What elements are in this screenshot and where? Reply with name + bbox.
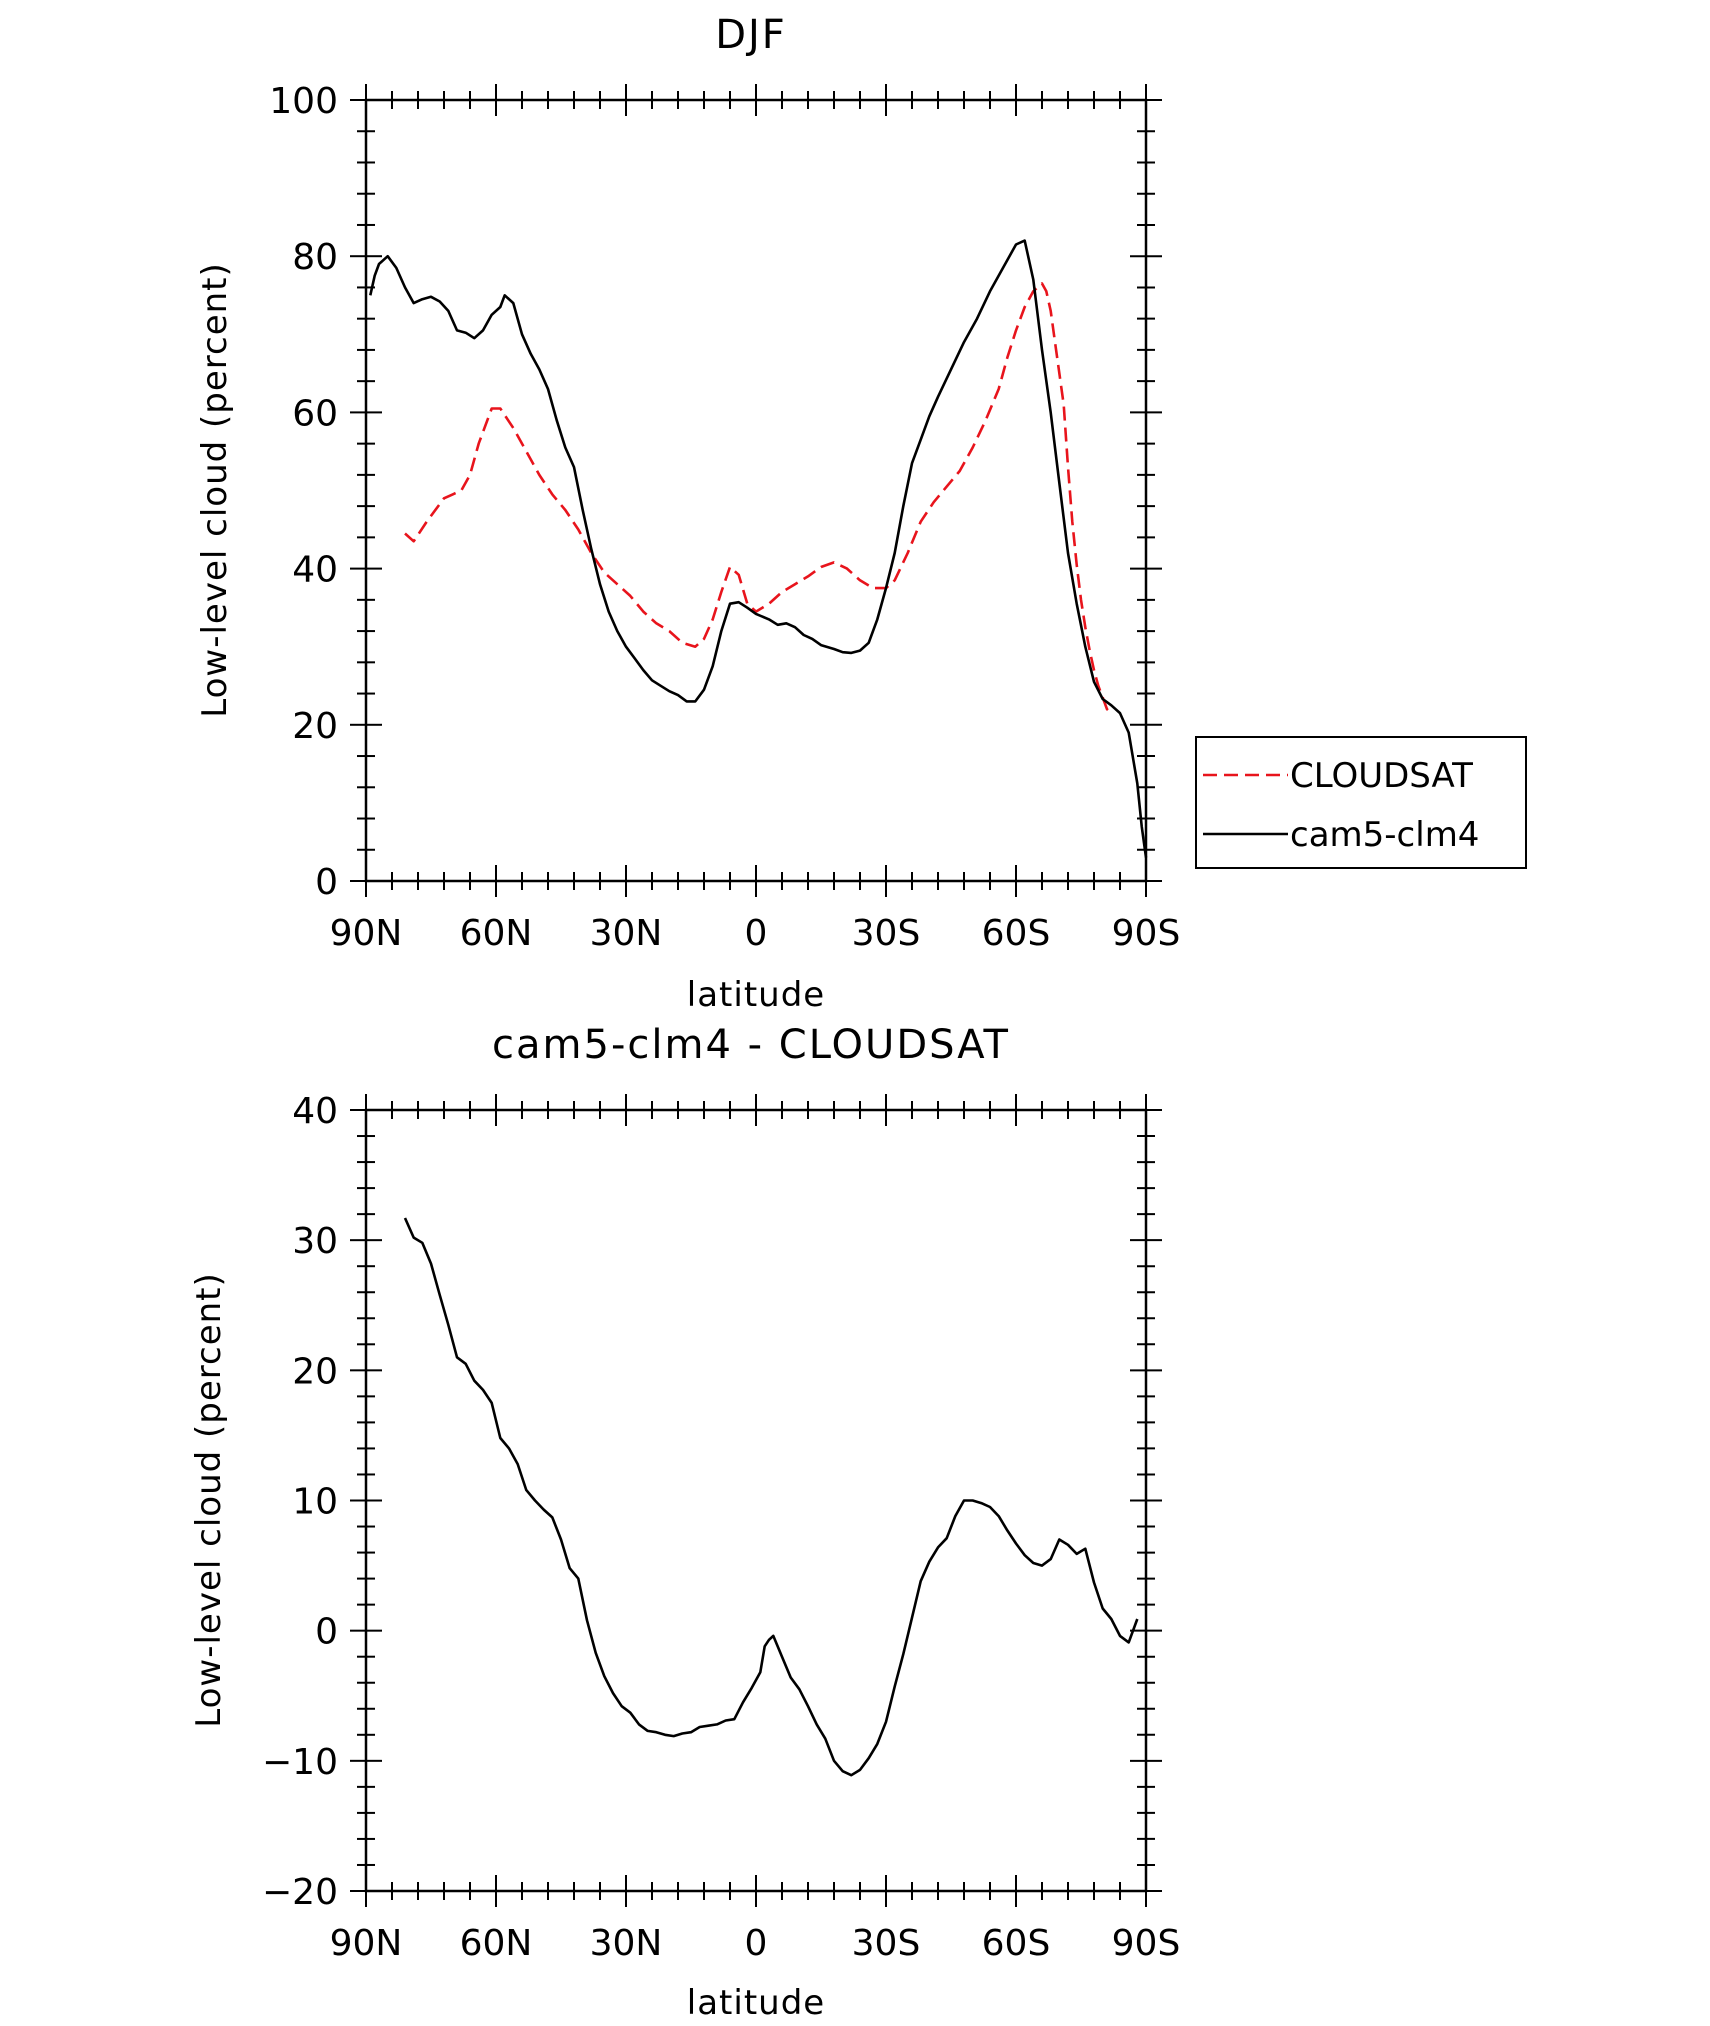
bottom-x-tick-labels: 90N 60N 30N 0 30S 60S 90S <box>330 1923 1181 1964</box>
x-tick-label: 30N <box>590 1923 663 1964</box>
x-tick-label: 90S <box>1112 913 1181 954</box>
y-tick-label: 60 <box>292 393 338 434</box>
legend-model-label: cam5-clm4 <box>1290 815 1479 855</box>
bottom-series-layer <box>403 1217 1139 1777</box>
top-chart-panel: DJF 0 20 40 60 80 100 90N 60N 30N 0 30S 60S 90S lat… <box>195 12 1527 1015</box>
bottom-chart-title: cam5-clm4 - CLOUDSAT <box>492 1022 1010 1068</box>
legend-box <box>1195 736 1527 869</box>
bottom-axis-ticks <box>350 1094 1162 1907</box>
top-x-tick-labels: 90N 60N 30N 0 30S 60S 90S <box>330 913 1181 954</box>
series-line-cloudsat <box>404 282 1113 715</box>
x-tick-label: 60N <box>460 1923 533 1964</box>
top-chart-title: DJF <box>715 12 787 58</box>
y-tick-label: 100 <box>269 81 338 122</box>
top-y-tick-labels: 0 20 40 60 80 100 <box>269 81 338 903</box>
x-tick-label: 90N <box>330 1923 403 1964</box>
x-tick-label: 60S <box>982 1923 1051 1964</box>
y-tick-label: 0 <box>315 862 338 903</box>
y-tick-label: 20 <box>292 706 338 747</box>
y-tick-label: −10 <box>262 1742 338 1783</box>
series-line-cam5-clm4 <box>369 239 1148 858</box>
y-tick-label: −20 <box>262 1872 338 1913</box>
legend-cloudsat-label: CLOUDSAT <box>1290 756 1473 796</box>
y-tick-label: 10 <box>292 1482 338 1523</box>
bottom-y-axis-label: Low-level cloud (percent) <box>189 1272 229 1728</box>
y-tick-label: 40 <box>292 1091 338 1132</box>
x-tick-label: 0 <box>745 1923 768 1964</box>
x-tick-label: 60N <box>460 913 533 954</box>
y-tick-label: 40 <box>292 550 338 591</box>
bottom-y-tick-labels: −20 −10 0 10 20 30 40 <box>262 1091 338 1913</box>
top-axis-ticks <box>350 84 1162 897</box>
y-tick-label: 0 <box>315 1612 338 1653</box>
bottom-plot-frame <box>364 1108 1148 1893</box>
top-y-axis-label: Low-level cloud (percent) <box>195 262 235 718</box>
bottom-x-axis-label: latitude <box>687 1983 825 2021</box>
x-tick-label: 30N <box>590 913 663 954</box>
top-plot-frame <box>364 98 1148 883</box>
x-tick-label: 90S <box>1112 1923 1181 1964</box>
bottom-chart-panel: cam5-clm4 - CLOUDSAT −20 −10 0 10 20 30 40 90N… <box>189 1022 1181 2023</box>
top-x-axis-label: latitude <box>687 975 825 1015</box>
y-tick-label: 80 <box>292 237 338 278</box>
top-series-layer <box>369 239 1148 858</box>
x-tick-label: 30S <box>852 1923 921 1964</box>
x-tick-label: 0 <box>745 913 768 954</box>
y-tick-label: 20 <box>292 1351 338 1392</box>
y-tick-label: 30 <box>292 1221 338 1262</box>
x-tick-label: 90N <box>330 913 403 954</box>
x-tick-label: 60S <box>982 913 1051 954</box>
legend: CLOUDSAT cam5-clm4 <box>1195 736 1527 869</box>
x-tick-label: 30S <box>852 913 921 954</box>
series-line-difference <box>403 1217 1139 1777</box>
